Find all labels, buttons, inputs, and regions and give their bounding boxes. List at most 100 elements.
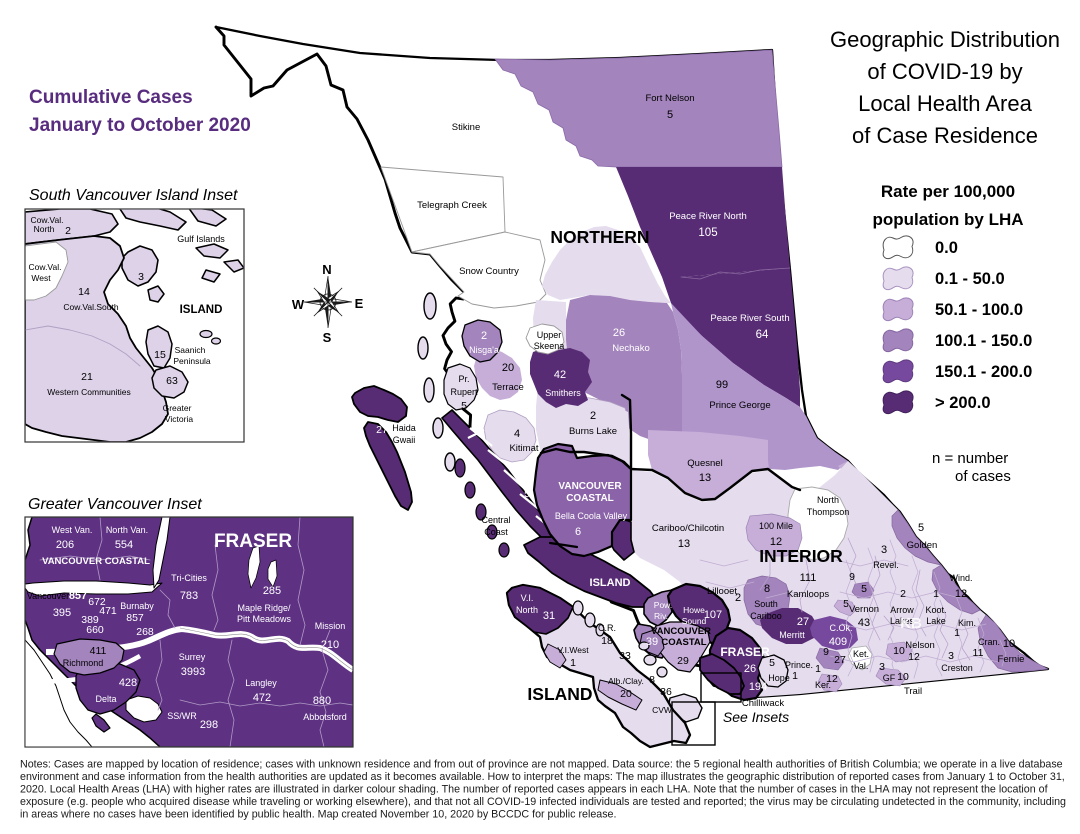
svg-text:298: 298 [200,719,218,731]
svg-text:471: 471 [99,605,117,617]
svg-text:107: 107 [704,609,722,621]
svg-text:North: North [817,495,839,505]
svg-text:0.1 - 50.0: 0.1 - 50.0 [935,270,1005,288]
svg-text:428: 428 [119,677,137,689]
svg-text:Rate per 100,000: Rate per 100,000 [881,182,1015,201]
svg-text:SS/WR: SS/WR [167,711,197,721]
svg-text:Pitt Meadows: Pitt Meadows [237,614,292,624]
svg-text:2020. Local Health Areas (LHA): 2020. Local Health Areas (LHA) with high… [20,783,1048,795]
svg-text:of cases: of cases [955,468,1011,485]
svg-text:VANCOUVER: VANCOUVER [558,481,622,492]
svg-text:Lakes: Lakes [890,616,915,626]
svg-text:9: 9 [823,646,829,658]
svg-text:VANCOUVER COASTAL: VANCOUVER COASTAL [42,556,150,567]
svg-text:Coast: Coast [484,527,508,537]
svg-text:Smithers: Smithers [545,388,581,398]
svg-text:Burnaby: Burnaby [120,601,154,611]
svg-text:Lillooet: Lillooet [707,586,737,597]
svg-text:660: 660 [86,624,104,636]
svg-text:Delta: Delta [95,694,116,704]
svg-text:389: 389 [81,614,99,626]
svg-text:Snow Country: Snow Country [459,266,519,277]
svg-text:n = number: n = number [932,450,1008,467]
svg-text:105: 105 [698,227,717,239]
svg-text:Langley: Langley [245,678,277,688]
svg-text:FRASER: FRASER [214,531,292,552]
svg-text:194: 194 [749,681,767,693]
svg-text:1: 1 [570,657,576,669]
svg-text:population by LHA: population by LHA [872,210,1023,229]
svg-text:31: 31 [543,610,555,622]
svg-text:Hope: Hope [768,673,790,683]
svg-text:Pr.: Pr. [458,374,469,384]
svg-text:exposure (e.g. people who acqu: exposure (e.g. people who acquired disea… [20,796,1066,808]
svg-text:880: 880 [313,695,331,707]
svg-text:210: 210 [321,639,339,651]
svg-text:10: 10 [893,645,905,657]
svg-text:Kim.: Kim. [958,618,976,628]
svg-text:18: 18 [601,635,613,647]
svg-text:Peace River South: Peace River South [710,313,789,324]
svg-text:Riv.: Riv. [654,611,668,621]
svg-text:14: 14 [78,286,90,298]
svg-text:3: 3 [881,544,887,556]
svg-text:January to October 2020: January to October 2020 [29,115,251,136]
svg-text:Western Communities: Western Communities [47,387,130,397]
svg-text:S: S [323,330,332,345]
svg-text:2: 2 [900,588,906,600]
svg-text:395: 395 [53,607,71,619]
svg-text:12: 12 [826,673,838,685]
svg-text:Saanich: Saanich [175,345,206,355]
svg-text:Kitimat: Kitimat [509,443,538,454]
svg-text:Cariboo/Chilcotin: Cariboo/Chilcotin [652,523,724,534]
svg-text:Tri-Cities: Tri-Cities [171,573,207,583]
svg-text:3: 3 [948,650,954,662]
svg-text:64: 64 [756,329,769,341]
svg-text:3: 3 [138,271,144,283]
svg-text:Vancouver: Vancouver [27,591,69,601]
svg-text:5: 5 [524,488,530,500]
svg-text:5: 5 [918,522,924,534]
svg-text:10: 10 [897,671,909,683]
svg-text:6: 6 [575,526,581,538]
svg-text:13: 13 [699,472,711,484]
svg-text:13: 13 [678,538,690,550]
svg-text:99: 99 [716,379,728,391]
svg-text:Surrey: Surrey [179,652,206,662]
svg-text:5: 5 [861,583,867,595]
svg-text:NORTHERN: NORTHERN [550,227,649,247]
svg-text:Abbotsford: Abbotsford [303,712,347,722]
svg-text:1: 1 [933,588,939,600]
svg-text:Cow.Val.: Cow.Val. [29,262,62,272]
svg-text:FRASER: FRASER [720,645,770,659]
svg-text:5: 5 [461,400,467,412]
svg-text:West Van.: West Van. [52,525,93,535]
svg-text:of COVID-19 by: of COVID-19 by [867,59,1022,84]
svg-text:V.I.West: V.I.West [557,645,589,655]
svg-text:Upper: Upper [537,330,562,340]
svg-text:2: 2 [735,592,741,604]
svg-text:ISLAND: ISLAND [590,577,631,589]
svg-text:11: 11 [973,647,984,659]
svg-text:26: 26 [744,663,756,675]
svg-text:Richmond: Richmond [63,658,104,668]
svg-text:Greater Vancouver Inset: Greater Vancouver Inset [28,496,202,513]
svg-text:Peninsula: Peninsula [173,356,211,366]
svg-text:GF: GF [883,673,896,683]
svg-text:Maple Ridge/: Maple Ridge/ [237,603,291,613]
svg-text:Victoria: Victoria [165,414,193,424]
svg-text:1: 1 [815,663,821,675]
svg-text:857: 857 [126,612,144,624]
svg-text:857: 857 [69,590,87,602]
svg-text:12: 12 [955,588,967,600]
svg-text:268: 268 [136,626,154,638]
svg-text:Skeena: Skeena [534,341,565,351]
svg-text:Quesnel: Quesnel [687,458,722,469]
svg-text:Kamloops: Kamloops [787,589,829,600]
svg-text:36: 36 [660,686,672,698]
svg-text:472: 472 [253,692,271,704]
svg-text:Mission: Mission [315,621,346,631]
svg-text:Nisga'a: Nisga'a [469,345,499,355]
svg-text:West: West [31,273,51,283]
svg-text:Rupert: Rupert [450,387,478,397]
